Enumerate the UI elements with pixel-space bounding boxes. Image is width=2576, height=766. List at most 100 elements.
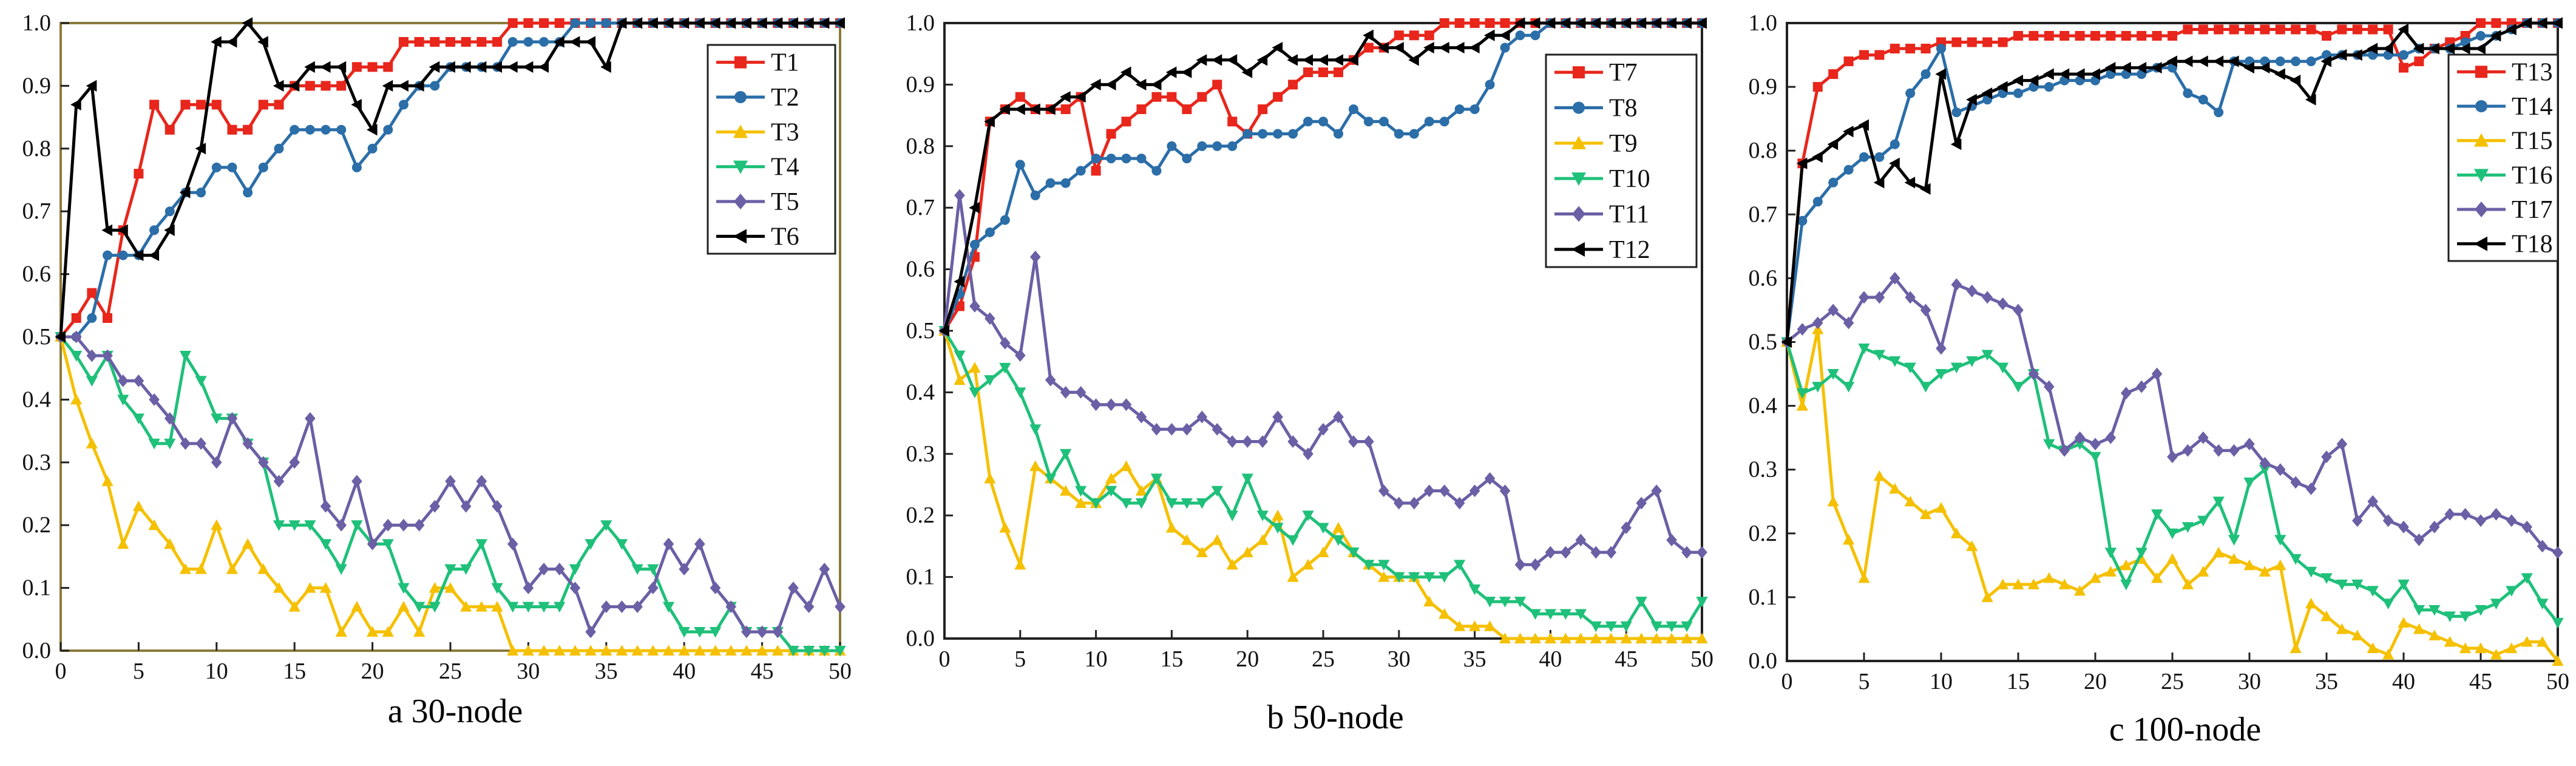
data-point-t10 — [1029, 424, 1042, 435]
data-point-t4 — [132, 413, 144, 425]
data-point-t17 — [2336, 438, 2348, 451]
data-point-t12 — [1287, 54, 1298, 66]
data-point-t4 — [507, 602, 519, 613]
data-point-t16 — [2444, 611, 2456, 623]
data-point-t9 — [1454, 620, 1466, 631]
legend-label-t15: T15 — [2512, 127, 2553, 155]
data-point-t10 — [1469, 584, 1481, 595]
data-point-t4 — [694, 626, 706, 638]
data-point-t6 — [787, 17, 798, 29]
data-point-t11 — [1423, 484, 1435, 498]
data-point-t7 — [1091, 166, 1101, 176]
data-point-t5 — [803, 600, 815, 614]
data-point-t16 — [2243, 477, 2256, 489]
data-point-t18 — [1981, 87, 1993, 100]
data-point-t9 — [1529, 632, 1542, 643]
data-point-t4 — [709, 626, 722, 638]
data-point-t16 — [2135, 547, 2147, 558]
data-point-t1 — [227, 124, 237, 135]
data-point-t2 — [570, 18, 580, 28]
data-point-t15 — [2104, 566, 2117, 577]
data-point-t14 — [2214, 107, 2224, 118]
data-point-t18 — [1796, 157, 1808, 169]
data-point-t18 — [2459, 42, 2470, 55]
data-point-t5 — [601, 600, 612, 614]
data-point-t1 — [383, 62, 393, 72]
data-point-t11 — [1408, 497, 1420, 510]
data-point-t5 — [211, 456, 222, 469]
y-tick-label: 0.0 — [1749, 648, 1778, 674]
data-point-t9 — [1317, 546, 1329, 558]
data-point-t11 — [1575, 534, 1587, 547]
data-point-t3 — [351, 601, 363, 612]
data-point-t1 — [446, 37, 455, 47]
data-point-t8 — [1015, 160, 1025, 170]
legend-marker-t18 — [2474, 236, 2487, 251]
data-point-t6 — [538, 61, 549, 73]
data-point-t10 — [1241, 473, 1253, 484]
data-point-t7 — [1469, 18, 1480, 28]
data-point-t9 — [1514, 632, 1527, 643]
y-tick-label: 0.1 — [1749, 585, 1778, 610]
data-point-t12 — [1666, 17, 1677, 29]
data-point-t18 — [2382, 42, 2393, 55]
data-point-t6 — [55, 331, 66, 343]
data-point-t11 — [1621, 521, 1632, 534]
data-point-t13 — [2168, 31, 2177, 41]
data-point-t10 — [1423, 572, 1435, 583]
data-point-t2 — [149, 225, 160, 236]
data-point-t15 — [1889, 483, 1901, 494]
data-point-t17 — [1951, 278, 1962, 291]
legend-marker-t10 — [1571, 172, 1586, 186]
data-point-t10 — [969, 387, 981, 398]
data-point-t17 — [1967, 285, 1978, 297]
data-point-t9 — [1029, 460, 1042, 472]
data-point-t9 — [1620, 632, 1632, 643]
data-point-t3 — [398, 601, 410, 612]
y-tick-label: 0.9 — [906, 72, 935, 97]
legend: T1 T2 T3 T4 T5 T6 — [707, 44, 836, 255]
data-point-t8 — [1212, 141, 1222, 151]
data-point-t5 — [289, 456, 300, 469]
legend-label-t11: T11 — [1609, 201, 1649, 229]
data-point-t3 — [335, 626, 347, 637]
data-point-t7 — [1318, 67, 1328, 78]
data-point-t4 — [335, 564, 347, 575]
data-point-t16 — [2089, 452, 2101, 463]
data-point-t16 — [1935, 369, 1947, 380]
y-tick-label: 0.2 — [1749, 521, 1778, 546]
data-point-t4 — [818, 646, 830, 657]
data-point-t12 — [1590, 17, 1601, 29]
data-point-t2 — [211, 162, 222, 172]
data-point-t3 — [319, 582, 332, 593]
data-point-t13 — [2306, 24, 2316, 35]
data-point-t2 — [430, 81, 440, 91]
y-tick-label: 0.1 — [22, 575, 52, 601]
data-point-t9 — [1681, 632, 1693, 643]
data-point-t5 — [788, 581, 799, 594]
data-point-t5 — [663, 537, 674, 551]
data-point-t4 — [351, 520, 363, 531]
data-point-t12 — [1181, 66, 1192, 78]
data-point-t11 — [1075, 386, 1086, 399]
y-tick-label: 0.6 — [1749, 265, 1778, 291]
data-point-t12 — [1120, 66, 1131, 78]
data-point-t11 — [1666, 534, 1677, 547]
x-tick-label: 25 — [1312, 646, 1335, 672]
data-point-t8 — [1091, 154, 1101, 164]
data-point-t14 — [1890, 139, 1900, 149]
data-point-t14 — [2183, 88, 2193, 98]
x-tick-label: 50 — [2546, 669, 2569, 694]
data-point-t16 — [2475, 605, 2487, 616]
x-tick-label: 40 — [1539, 646, 1562, 672]
data-point-t9 — [999, 521, 1011, 533]
data-point-t4 — [273, 520, 285, 531]
legend-marker-t5 — [734, 194, 747, 209]
legend-marker-t17 — [2475, 202, 2488, 217]
data-point-t10 — [1302, 510, 1314, 521]
data-point-t13 — [1874, 50, 1885, 60]
data-point-t6 — [101, 224, 113, 236]
series-t15 — [1781, 323, 2564, 666]
data-point-t10 — [1075, 486, 1087, 497]
data-point-t6 — [351, 98, 362, 111]
